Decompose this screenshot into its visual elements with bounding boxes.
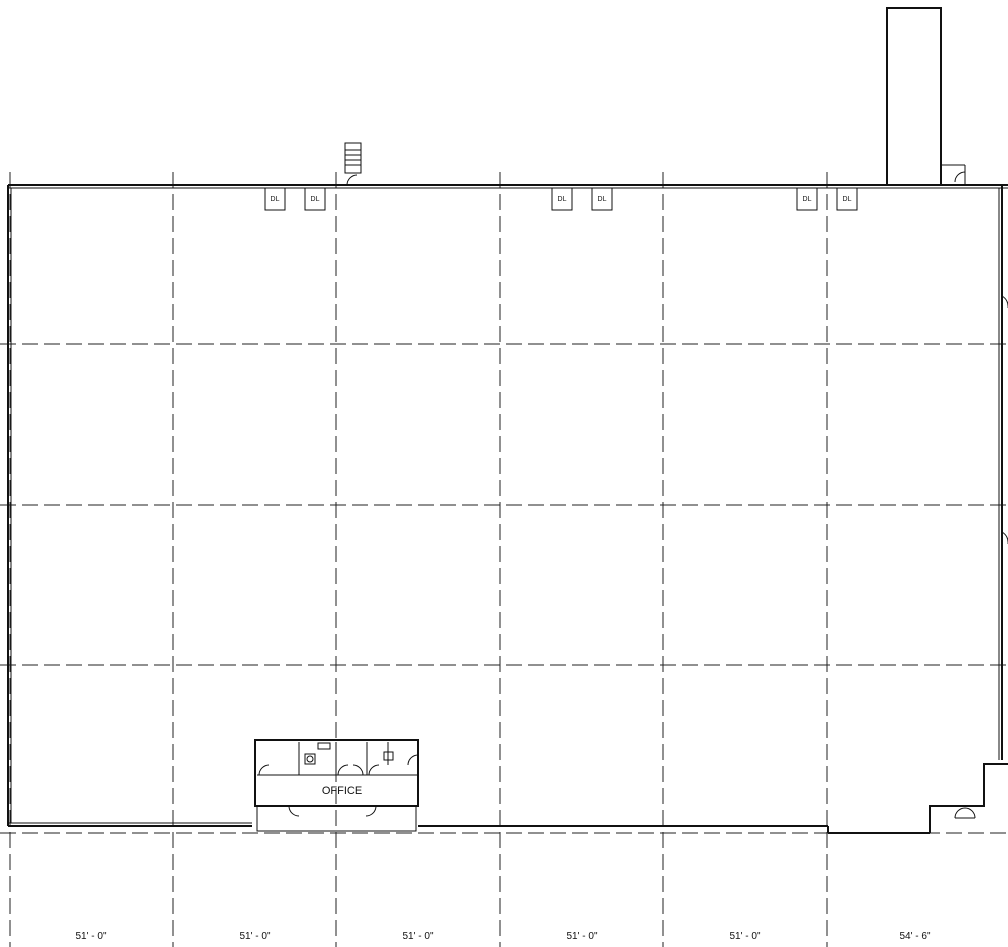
door-swing xyxy=(954,807,966,819)
bay-dimension-label: 51' - 0" xyxy=(729,931,760,942)
bay-dimension-label: 51' - 0" xyxy=(402,931,433,942)
dock-leveler-box xyxy=(304,187,326,211)
dock-leveler-label: DL xyxy=(843,196,852,203)
door-swing xyxy=(1001,295,1008,308)
office-room: OFFICE xyxy=(254,739,419,832)
door-swing xyxy=(288,805,300,817)
column-grid-lines xyxy=(0,172,1008,947)
dock-leveler-label: DL xyxy=(803,196,812,203)
dock-leveler-box xyxy=(836,187,858,211)
dock-leveler-label: DL xyxy=(311,196,320,203)
bay-dimension-label: 51' - 0" xyxy=(239,931,270,942)
door-swing xyxy=(407,754,419,766)
toilet-fixture xyxy=(306,755,314,763)
door-swing xyxy=(337,764,349,776)
dock-leveler-label: DL xyxy=(558,196,567,203)
bay-dimension-label: 51' - 0" xyxy=(75,931,106,942)
toilet-fixture xyxy=(304,753,316,765)
dock-levelers: DL DL DL DL DL DL xyxy=(264,187,858,211)
dock-leveler-box xyxy=(551,187,573,211)
bay-dimension-label: 54' - 6" xyxy=(899,931,930,942)
dock-leveler-box xyxy=(796,187,818,211)
room-label-office: OFFICE xyxy=(322,785,362,797)
exterior-stair xyxy=(344,142,362,174)
toilet-fixture xyxy=(383,751,394,761)
dock-leveler-label: DL xyxy=(271,196,280,203)
door-swing xyxy=(368,764,380,776)
entry-block xyxy=(929,763,1008,833)
tower-structure xyxy=(886,7,942,186)
door-swing xyxy=(1001,531,1008,544)
door-swing xyxy=(365,805,377,817)
dock-leveler-label: DL xyxy=(598,196,607,203)
door-swing xyxy=(346,174,358,186)
building-outline xyxy=(7,7,1008,834)
bay-dimensions: 51' - 0" 51' - 0" 51' - 0" 51' - 0" 51' - 0"… xyxy=(75,931,930,942)
door-swing xyxy=(258,764,270,776)
office-south-strip xyxy=(256,805,417,832)
door-swing xyxy=(352,764,364,776)
dock-leveler-box xyxy=(264,187,286,211)
bay-dimension-label: 51' - 0" xyxy=(566,931,597,942)
dock-leveler-box xyxy=(591,187,613,211)
door-swing xyxy=(954,171,966,183)
door-swing xyxy=(964,807,976,819)
sink-fixture xyxy=(317,742,331,750)
